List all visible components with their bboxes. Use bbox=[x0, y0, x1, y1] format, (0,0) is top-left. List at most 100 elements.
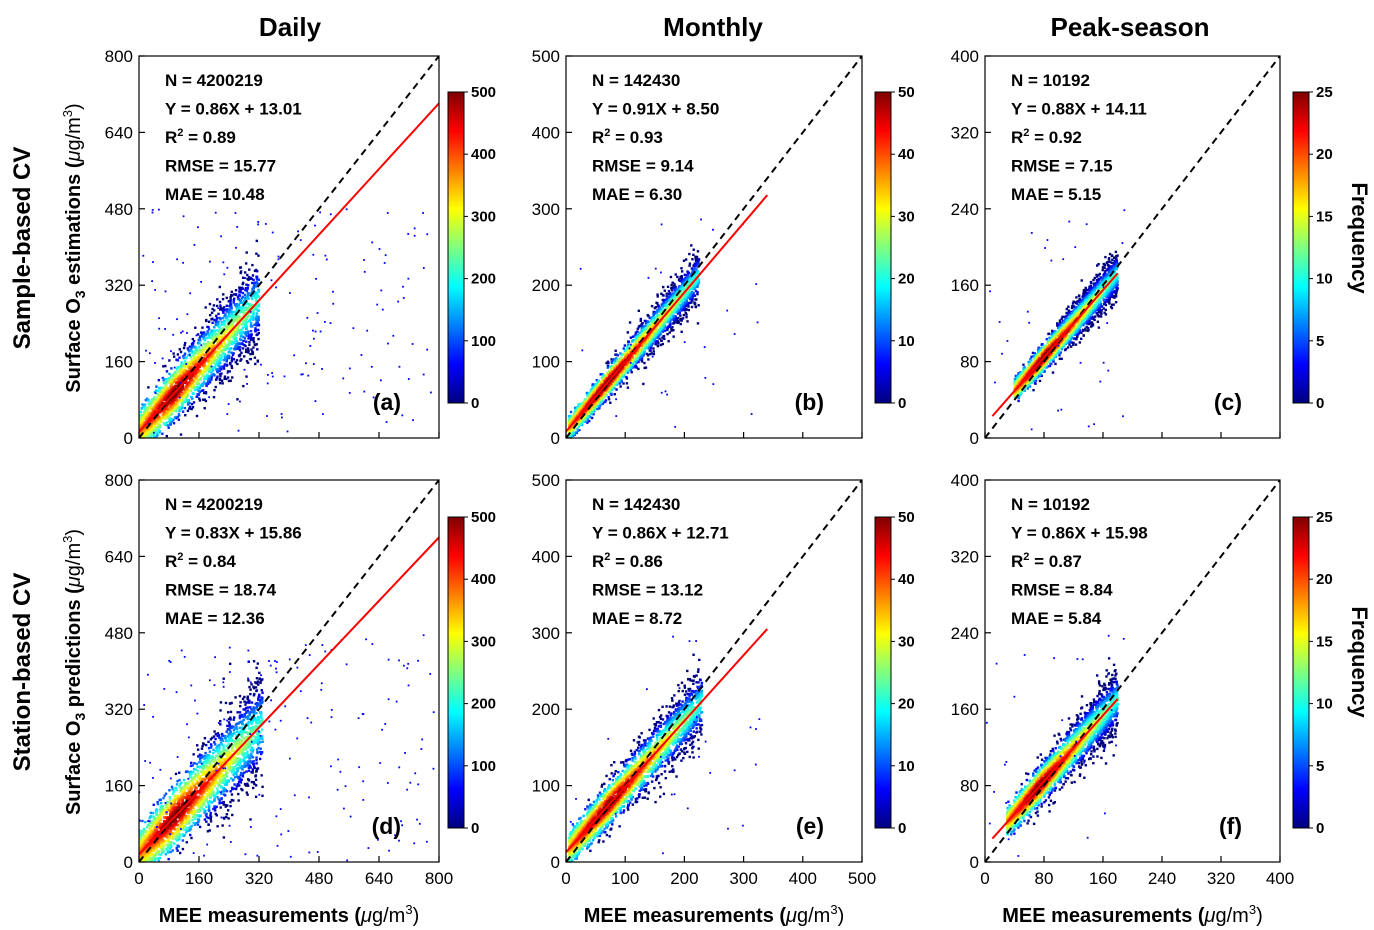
colorbar-tick-label: 20 bbox=[898, 696, 915, 713]
colorbar bbox=[447, 91, 465, 404]
colorbar-tick-label: 20 bbox=[1316, 571, 1333, 588]
y-tick-label: 240 bbox=[951, 624, 979, 643]
identity-line bbox=[985, 480, 1280, 862]
plot-frame bbox=[984, 55, 1281, 439]
colorbar-tick-label: 300 bbox=[471, 633, 496, 650]
identity-line bbox=[139, 56, 439, 438]
stat-line: MAE = 6.30 bbox=[592, 185, 682, 204]
y-tick-label: 640 bbox=[105, 547, 133, 566]
colorbar-tick-label: 25 bbox=[1316, 509, 1333, 526]
y-tick-label: 500 bbox=[532, 47, 560, 66]
fit-line bbox=[991, 272, 1119, 417]
column-title-daily: Daily bbox=[259, 12, 322, 42]
y-tick-label: 160 bbox=[951, 700, 979, 719]
y-tick-label: 320 bbox=[105, 276, 133, 295]
x-tick-label: 480 bbox=[305, 869, 333, 888]
colorbar-tick-label: 5 bbox=[1316, 758, 1324, 775]
colorbar-tick-label: 100 bbox=[471, 758, 496, 775]
scatter-panel-d: 0 160 320 480 640 800 0 160 320 480 640 800 N = 4200… bbox=[105, 471, 496, 927]
row-title-station-based: Station-based CV bbox=[9, 573, 36, 772]
x-tick-label: 300 bbox=[729, 869, 757, 888]
plot-frame bbox=[565, 55, 863, 439]
x-tick-label: 0 bbox=[561, 869, 570, 888]
y-tick-label: 400 bbox=[951, 471, 979, 490]
panel-label: (c) bbox=[1214, 389, 1242, 415]
x-tick-label: 640 bbox=[365, 869, 393, 888]
y-tick-label: 480 bbox=[105, 624, 133, 643]
colorbar-tick-label: 0 bbox=[898, 820, 906, 837]
plot-frame bbox=[138, 479, 440, 863]
fit-line bbox=[991, 698, 1119, 840]
colorbar-tick-label: 40 bbox=[898, 146, 915, 163]
colorbar-tick-label: 500 bbox=[471, 84, 496, 101]
colorbar bbox=[447, 516, 465, 829]
x-tick-label: 200 bbox=[670, 869, 698, 888]
colorbar-tick-label: 0 bbox=[1316, 820, 1324, 837]
colorbar-tick-label: 15 bbox=[1316, 633, 1333, 650]
colorbar-tick-label: 0 bbox=[898, 395, 906, 412]
x-tick-label: 400 bbox=[789, 869, 817, 888]
fit-line bbox=[566, 628, 769, 853]
row-title-sample-based: Sample-based CV bbox=[9, 147, 36, 350]
y-tick-label: 400 bbox=[951, 47, 979, 66]
stat-line: N = 10192 bbox=[1011, 495, 1090, 514]
plot-frame bbox=[565, 479, 863, 863]
stat-line: MAE = 12.36 bbox=[165, 609, 265, 628]
y-tick-label: 160 bbox=[105, 777, 133, 796]
y-tick-label: 640 bbox=[105, 123, 133, 142]
density-points bbox=[139, 208, 432, 438]
density-points bbox=[985, 634, 1125, 857]
y-tick-label: 0 bbox=[551, 429, 560, 448]
identity-line bbox=[139, 480, 439, 862]
colorbar-tick-label: 0 bbox=[471, 395, 479, 412]
colorbar-tick-label: 0 bbox=[1316, 395, 1324, 412]
stat-line: Y = 0.88X + 14.11 bbox=[1011, 100, 1147, 119]
colorbar-tick-label: 5 bbox=[1316, 333, 1324, 350]
stat-line: N = 4200219 bbox=[165, 495, 263, 514]
stat-line: MAE = 5.84 bbox=[1011, 609, 1102, 628]
x-tick-label: 240 bbox=[1148, 869, 1176, 888]
colorbar-tick-label: 100 bbox=[471, 333, 496, 350]
colorbar-tick-label: 400 bbox=[471, 571, 496, 588]
x-axis-label: MEE measurements (μg/m3) bbox=[159, 902, 420, 927]
fit-line bbox=[139, 536, 439, 856]
stat-line: N = 4200219 bbox=[165, 71, 263, 90]
colorbar-tick-label: 30 bbox=[898, 633, 915, 650]
stat-line: Y = 0.86X + 15.98 bbox=[1011, 524, 1148, 543]
colorbar bbox=[874, 516, 892, 829]
identity-line bbox=[985, 56, 1280, 438]
y-tick-label: 400 bbox=[532, 123, 560, 142]
y-tick-label: 800 bbox=[105, 47, 133, 66]
y-tick-label: 0 bbox=[124, 853, 133, 872]
colorbar-tick-label: 400 bbox=[471, 146, 496, 163]
x-tick-label: 800 bbox=[425, 869, 453, 888]
stat-line: N = 142430 bbox=[592, 71, 680, 90]
y-tick-label: 80 bbox=[960, 353, 979, 372]
y-tick-label: 320 bbox=[951, 547, 979, 566]
panel-label: (a) bbox=[373, 389, 401, 415]
colorbar-tick-label: 10 bbox=[1316, 271, 1333, 288]
stat-line: N = 10192 bbox=[1011, 71, 1090, 90]
stat-line: R2 = 0.89 bbox=[165, 127, 236, 147]
y-tick-label: 320 bbox=[951, 123, 979, 142]
colorbar-tick-label: 300 bbox=[471, 208, 496, 225]
x-tick-label: 0 bbox=[134, 869, 143, 888]
stat-line: Y = 0.86X + 13.01 bbox=[165, 100, 302, 119]
y-axis-label-predictions: Surface O3 predictions (μg/m3) bbox=[60, 529, 88, 815]
column-title-peak-season: Peak-season bbox=[1051, 12, 1210, 42]
colorbar-tick-label: 500 bbox=[471, 509, 496, 526]
stat-line: RMSE = 15.77 bbox=[165, 157, 276, 176]
x-tick-label: 500 bbox=[848, 869, 876, 888]
x-tick-label: 400 bbox=[1266, 869, 1294, 888]
colorbar-tick-label: 20 bbox=[1316, 146, 1333, 163]
stat-line: N = 142430 bbox=[592, 495, 680, 514]
colorbar-frequency-label-bottom: Frequency bbox=[1347, 606, 1372, 718]
scatter-panel-a: 0 160 320 480 640 800 N = 4200219 Y = 0.86X + 1… bbox=[105, 47, 496, 448]
colorbar-tick-label: 50 bbox=[898, 84, 915, 101]
y-tick-label: 200 bbox=[532, 276, 560, 295]
density-points bbox=[567, 635, 761, 862]
density-points bbox=[567, 218, 759, 438]
y-tick-label: 0 bbox=[970, 429, 979, 448]
